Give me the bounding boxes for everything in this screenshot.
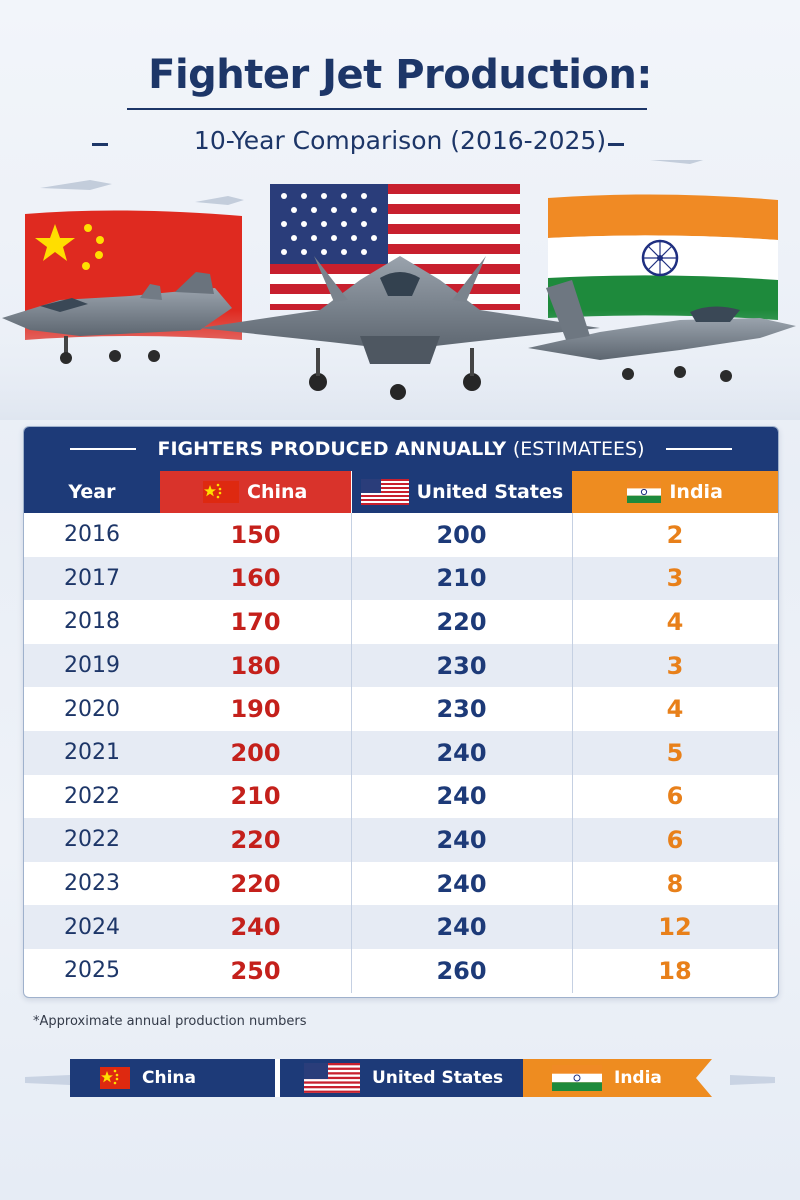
- cell-year: 2016: [64, 522, 120, 548]
- cell-india: 12: [658, 913, 692, 942]
- table-row: 2016 150 200 2: [24, 513, 778, 557]
- page-title: Fighter Jet Production:: [148, 52, 652, 98]
- subtitle-dash-left: [92, 143, 108, 146]
- table-row: 2024 240 240 12: [24, 905, 778, 949]
- header-rule-left: [70, 448, 136, 450]
- cell-china: 150: [230, 520, 281, 549]
- header-rule-right: [666, 448, 732, 450]
- table-row: 2025 250 260 18: [24, 949, 778, 993]
- cell-china: 250: [230, 956, 281, 985]
- table-title: FIGHTERS PRODUCED ANNUALLY: [157, 438, 507, 460]
- cell-us: 240: [436, 738, 487, 767]
- table-row: 2017 160 210 3: [24, 556, 778, 601]
- cell-india: 2: [666, 520, 684, 549]
- india-flag-icon: [552, 1065, 602, 1091]
- table-row: 2019 180 230 3: [24, 643, 778, 688]
- hero-illustration: [0, 160, 800, 420]
- china-flag-icon: [203, 481, 240, 503]
- cell-china: 200: [230, 738, 281, 767]
- fighter-jet-icon: [2, 272, 232, 364]
- cell-year: 2022: [64, 827, 120, 853]
- column-divider: [351, 513, 352, 993]
- table-row: 2023 220 240 8: [24, 862, 778, 906]
- cell-us: 210: [436, 564, 487, 593]
- cell-india: 5: [666, 738, 684, 767]
- cell-china: 220: [230, 869, 281, 898]
- cell-year: 2017: [64, 565, 120, 591]
- cell-year: 2020: [64, 696, 120, 722]
- legend-item-india: India: [552, 1059, 662, 1097]
- column-header-india: India: [572, 471, 778, 513]
- table-body: 2016 150 200 2 2017 160 210 3 2018 170 220 4 2019 180…: [24, 513, 778, 993]
- cell-india: 3: [666, 651, 684, 680]
- cell-year: 2018: [64, 609, 120, 635]
- cell-year: 2025: [64, 958, 120, 984]
- cell-china: 170: [230, 607, 281, 636]
- cell-china: 160: [230, 564, 281, 593]
- footnote: *Approximate annual production numbers: [33, 1014, 307, 1029]
- subtitle-dash-right: [608, 143, 624, 146]
- column-header-row: Year China United States: [24, 471, 778, 513]
- cell-year: 2024: [64, 914, 120, 940]
- cell-us: 240: [436, 913, 487, 942]
- legend-item-china: China: [100, 1059, 196, 1097]
- fighter-jet-icon: [200, 256, 600, 400]
- column-header-year: Year: [24, 471, 160, 513]
- distant-jet-icon: [40, 160, 704, 205]
- table-row: 2021 200 240 5: [24, 730, 778, 775]
- cell-india: 3: [666, 564, 684, 593]
- cell-china: 220: [230, 825, 281, 854]
- cell-india: 6: [666, 825, 684, 854]
- us-flag-icon: [304, 1063, 360, 1093]
- cell-china: 210: [230, 782, 281, 811]
- cell-india: 6: [666, 782, 684, 811]
- column-header-us: United States: [350, 471, 573, 513]
- cell-year: 2022: [64, 783, 120, 809]
- cell-india: 8: [666, 869, 684, 898]
- cell-china: 240: [230, 913, 281, 942]
- cell-china: 190: [230, 695, 281, 724]
- china-flag-icon: [100, 1067, 130, 1089]
- cell-year: 2021: [64, 740, 120, 766]
- cell-us: 240: [436, 825, 487, 854]
- table-row: 2022 220 240 6: [24, 818, 778, 862]
- india-flag-icon: [627, 481, 662, 503]
- cell-china: 180: [230, 651, 281, 680]
- cell-us: 230: [436, 651, 487, 680]
- table-title-note: (ESTIMATEES): [512, 438, 645, 460]
- fighter-jet-icon: [528, 280, 796, 382]
- cell-us: 260: [436, 956, 487, 985]
- title-underline: [127, 108, 647, 110]
- cell-us: 240: [436, 869, 487, 898]
- page-subtitle: 10-Year Comparison (2016-2025): [193, 126, 607, 155]
- us-flag-icon: [360, 479, 409, 505]
- table-row: 2020 190 230 4: [24, 687, 778, 731]
- cell-india: 4: [666, 695, 684, 724]
- column-divider: [572, 513, 573, 993]
- table-title-bar: FIGHTERS PRODUCED ANNUALLY (ESTIMATEES): [24, 427, 778, 471]
- cell-us: 200: [436, 520, 487, 549]
- cell-us: 230: [436, 695, 487, 724]
- legend-item-us: United States: [304, 1059, 503, 1097]
- cell-us: 240: [436, 782, 487, 811]
- cell-india: 4: [666, 607, 684, 636]
- cell-us: 220: [436, 607, 487, 636]
- cell-year: 2019: [64, 653, 120, 679]
- table-row: 2018 170 220 4: [24, 600, 778, 644]
- cell-year: 2023: [64, 871, 120, 897]
- production-table: FIGHTERS PRODUCED ANNUALLY (ESTIMATEES) …: [23, 426, 779, 998]
- india-flag-icon: [548, 194, 778, 320]
- cell-india: 18: [658, 956, 692, 985]
- table-row: 2022 210 240 6: [24, 775, 778, 819]
- column-header-china: China: [159, 471, 351, 513]
